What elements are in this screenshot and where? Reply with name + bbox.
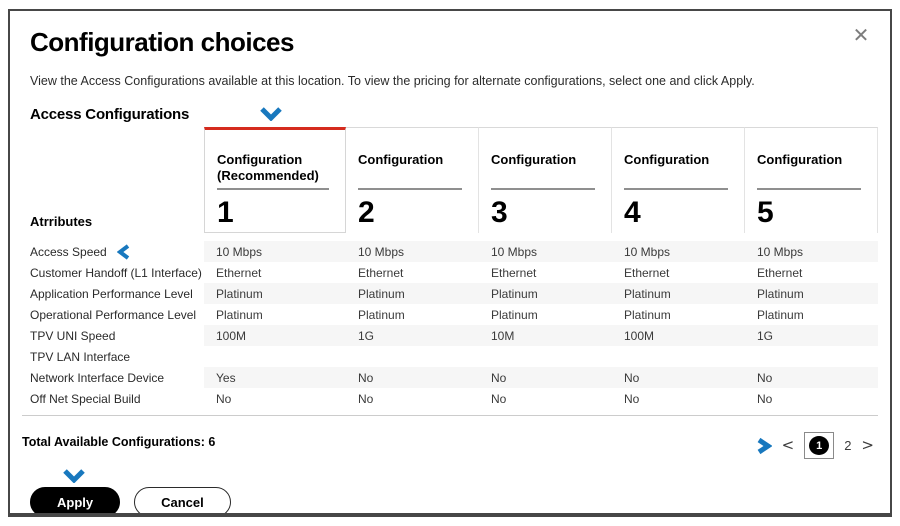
config-value-cell: Platinum: [216, 286, 263, 301]
config-column-3[interactable]: Configuration 3: [479, 127, 612, 233]
config-value-cell: 100M: [216, 328, 247, 343]
callout-arrow-left-access-speed-icon: [116, 243, 129, 260]
pagination-current-page: 1: [809, 436, 830, 455]
config-value-cell: 100M: [624, 328, 655, 343]
attribute-label: Network Interface Device: [30, 370, 165, 385]
config-value-cell: No: [358, 391, 374, 406]
config-value-cell: 10M: [491, 328, 515, 343]
callout-arrow-down-apply-icon: [62, 469, 890, 483]
config-column-label: Configuration: [491, 152, 577, 167]
config-value-cell: 10 Mbps: [624, 244, 671, 259]
table-row-network-interface-device: Network Interface Device Yes No No No No: [22, 367, 878, 388]
config-column-label: Configuration: [757, 152, 843, 167]
config-value-cell: 10 Mbps: [491, 244, 538, 259]
config-value-cell: No: [491, 391, 507, 406]
config-value-cell: 10 Mbps: [216, 244, 263, 259]
attribute-label: Operational Performance Level: [30, 307, 197, 322]
config-value-cell: Ethernet: [757, 265, 803, 280]
config-value-cell: Platinum: [216, 307, 263, 322]
table-header-row: Atrributes Configuration (Recommended) 1…: [22, 127, 878, 233]
column-underline: [757, 188, 861, 190]
config-value-cell: No: [757, 391, 773, 406]
attribute-label: Customer Handoff (L1 Interface): [30, 265, 202, 280]
apply-button[interactable]: Apply: [30, 487, 121, 513]
config-column-number: 3: [491, 196, 508, 229]
column-underline: [624, 188, 728, 190]
config-column-1-recommended[interactable]: Configuration (Recommended) 1: [204, 127, 346, 233]
config-value-cell: Ethernet: [358, 265, 404, 280]
config-column-label: Configuration: [358, 152, 444, 167]
config-value-cell: Platinum: [757, 286, 804, 301]
config-value-cell: No: [624, 370, 640, 385]
pagination-next-icon[interactable]: >: [861, 436, 874, 454]
config-value-cell: 10 Mbps: [757, 244, 804, 259]
pagination-prev-icon[interactable]: <: [781, 436, 795, 454]
config-value-cell: 1G: [757, 328, 774, 343]
config-value-cell: 1G: [358, 328, 375, 343]
config-value-cell: 10 Mbps: [358, 244, 405, 259]
column-underline: [358, 188, 462, 190]
footer-divider: [22, 415, 878, 416]
table-row-operational-performance: Operational Performance Level Platinum P…: [22, 304, 878, 325]
config-column-label: Configuration: [624, 152, 710, 167]
config-value-cell: Yes: [216, 370, 236, 385]
config-column-2[interactable]: Configuration 2: [346, 127, 479, 233]
config-value-cell: No: [358, 370, 374, 385]
config-value-cell: Ethernet: [624, 265, 670, 280]
config-value-cell: No: [216, 391, 232, 406]
attribute-label: Access Speed: [22, 243, 204, 260]
attributes-column-header: Atrributes: [30, 214, 93, 229]
config-value-cell: Platinum: [757, 307, 804, 322]
config-column-label: Configuration (Recommended): [217, 152, 319, 183]
config-value-cell: Ethernet: [491, 265, 537, 280]
configuration-choices-modal: Configuration choices ✕ View the Access …: [8, 9, 892, 517]
close-icon[interactable]: ✕: [852, 25, 870, 47]
config-value-cell: No: [491, 370, 507, 385]
configurations-table: Atrributes Configuration (Recommended) 1…: [22, 107, 878, 409]
config-value-cell: Platinum: [491, 307, 538, 322]
table-row-tpv-lan-interface: TPV LAN Interface: [22, 346, 878, 367]
table-row-access-speed: Access Speed 10 Mbps 10 Mbps 10 Mbps 10 …: [22, 241, 878, 262]
config-value-cell: Platinum: [491, 286, 538, 301]
config-value-cell: Platinum: [358, 286, 405, 301]
page-title: Configuration choices: [30, 27, 294, 57]
config-value-cell: Platinum: [624, 307, 671, 322]
total-configurations-label: Total Available Configurations: 6: [22, 434, 216, 449]
config-column-number: 2: [358, 196, 375, 229]
table-row-application-performance: Application Performance Level Platinum P…: [22, 283, 878, 304]
attribute-label: TPV UNI Speed: [30, 328, 116, 343]
table-row-tpv-uni-speed: TPV UNI Speed 100M 1G 10M 100M 1G: [22, 325, 878, 346]
callout-arrow-down-recommended-icon: [259, 107, 283, 121]
attribute-label: Application Performance Level: [30, 286, 193, 301]
modal-description: View the Access Configurations available…: [30, 74, 755, 88]
pagination-page-2[interactable]: 2: [844, 438, 852, 453]
attribute-label: Off Net Special Build: [30, 391, 141, 406]
section-heading-access-configurations: Access Configurations: [30, 106, 190, 123]
column-underline: [491, 188, 595, 190]
table-row-off-net-special-build: Off Net Special Build No No No No No: [22, 388, 878, 409]
config-column-5[interactable]: Configuration 5: [745, 127, 878, 233]
config-value-cell: Platinum: [358, 307, 405, 322]
callout-arrow-right-pagination-icon: [757, 437, 772, 454]
config-value-cell: No: [757, 370, 773, 385]
pagination-page-1[interactable]: 1: [804, 432, 835, 459]
column-underline: [217, 188, 329, 190]
pagination: < 1 2 >: [756, 432, 874, 459]
cancel-button[interactable]: Cancel: [134, 487, 231, 513]
table-body: Access Speed 10 Mbps 10 Mbps 10 Mbps 10 …: [22, 241, 878, 409]
table-row-customer-handoff: Customer Handoff (L1 Interface) Ethernet…: [22, 262, 878, 283]
config-column-4[interactable]: Configuration 4: [612, 127, 745, 233]
attribute-label: TPV LAN Interface: [30, 349, 131, 364]
config-value-cell: Ethernet: [216, 265, 262, 280]
config-column-number: 4: [624, 196, 641, 229]
config-value-cell: No: [624, 391, 640, 406]
config-value-cell: Platinum: [624, 286, 671, 301]
config-column-number: 1: [217, 196, 234, 229]
config-column-number: 5: [757, 196, 774, 229]
